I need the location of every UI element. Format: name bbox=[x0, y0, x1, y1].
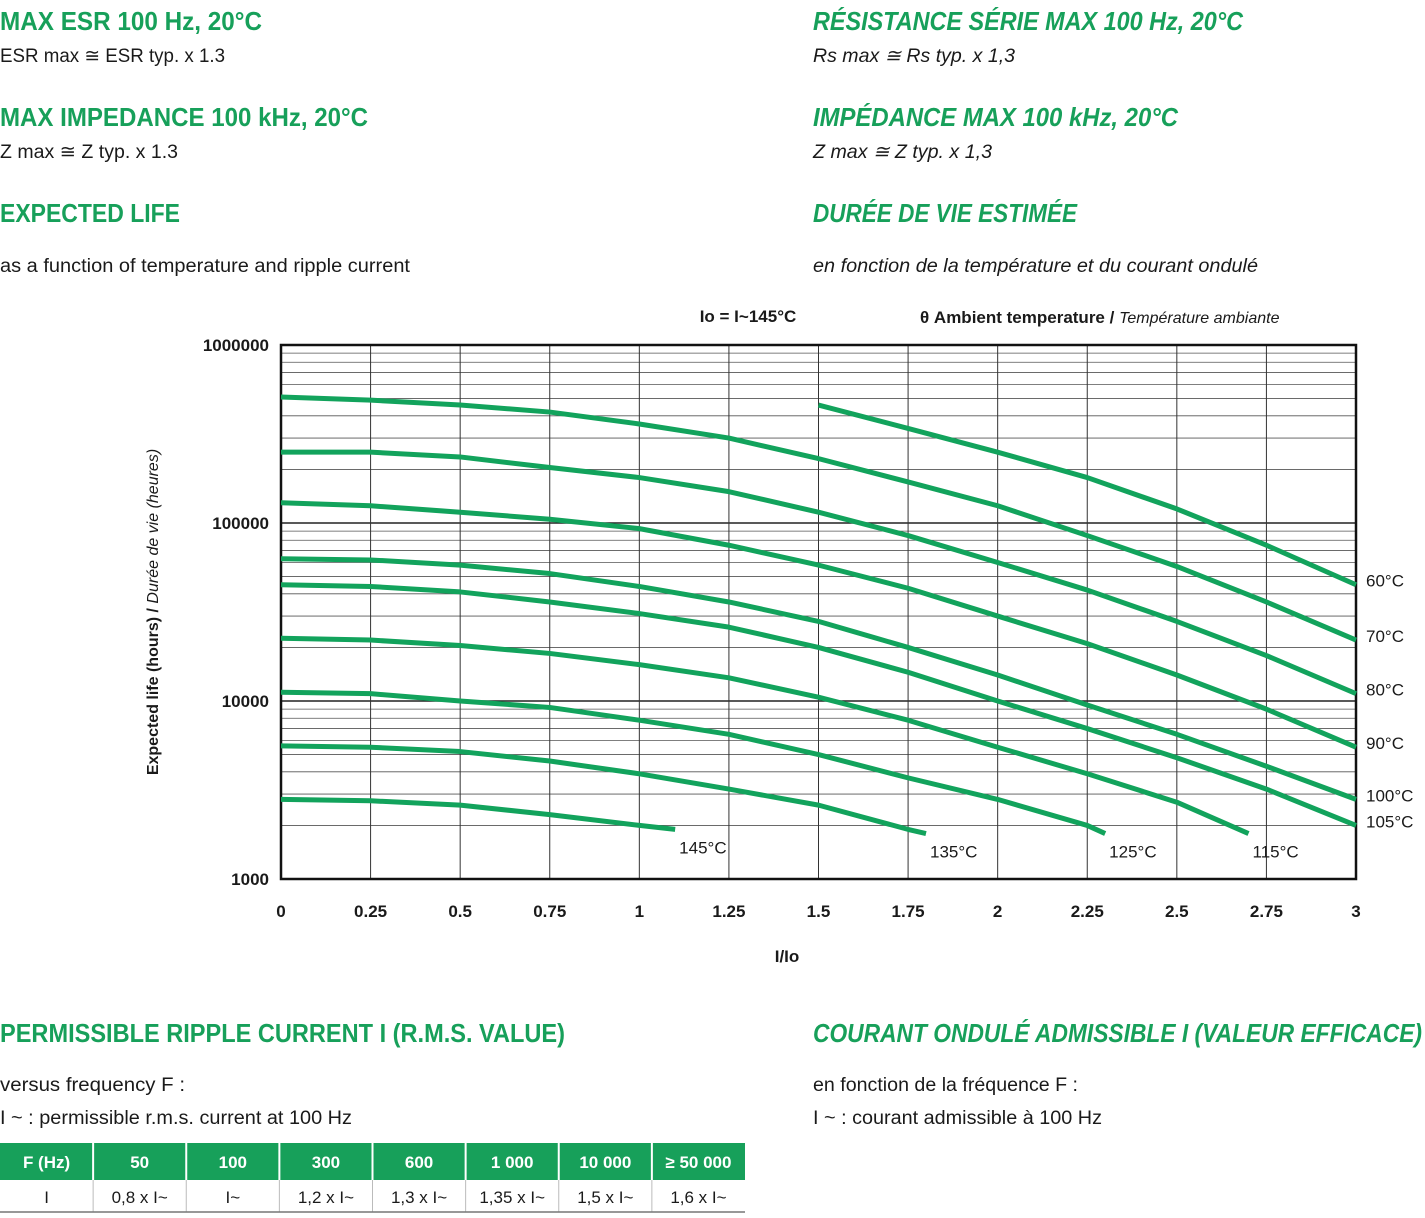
x-tick-label: 2.75 bbox=[1250, 902, 1283, 921]
series-label: 90°C bbox=[1366, 734, 1404, 753]
legend-title-fr: Température ambiante bbox=[1119, 310, 1279, 327]
series-label: 70°C bbox=[1366, 627, 1404, 646]
x-axis-label: I/Io bbox=[775, 947, 800, 966]
table-header-cell: 300 bbox=[312, 1153, 340, 1172]
legend-title-en: θ Ambient temperature / bbox=[920, 308, 1115, 327]
curve bbox=[280, 556, 1357, 802]
x-tick-label: 2 bbox=[993, 902, 1002, 921]
table-header-cell: 1 000 bbox=[491, 1153, 534, 1172]
table-cell: I bbox=[44, 1188, 49, 1207]
table-header-cell: 600 bbox=[405, 1153, 433, 1172]
text: I ~ : courant admissible à 100 Hz bbox=[813, 1108, 1102, 1129]
table-cell: 1,3 x I~ bbox=[391, 1188, 447, 1207]
text: I ~ : permissible r.m.s. current at 100 … bbox=[0, 1108, 352, 1129]
y-tick-label: 10000 bbox=[222, 692, 269, 711]
series-label: 60°C bbox=[1366, 572, 1404, 591]
curve bbox=[280, 796, 676, 832]
legend-title: θ Ambient temperature / Température ambi… bbox=[920, 308, 1280, 327]
text: as a function of temperature and ripple … bbox=[0, 256, 411, 277]
series-label: 115°C bbox=[1253, 843, 1299, 862]
y-label-fr: Durée de vie (heures) bbox=[145, 449, 162, 604]
text: Z max ≅ Z typ. x 1,3 bbox=[812, 142, 992, 163]
heading: MAX IMPEDANCE 100 kHz, 20°C bbox=[0, 102, 368, 132]
x-tick-label: 2.5 bbox=[1165, 902, 1189, 921]
table-header-cell: 10 000 bbox=[579, 1153, 631, 1172]
table-cell: 0,8 x I~ bbox=[112, 1188, 168, 1207]
x-tick-label: 1 bbox=[635, 902, 644, 921]
curve bbox=[280, 394, 1357, 643]
text: versus frequency F : bbox=[0, 1075, 185, 1096]
heading: EXPECTED LIFE bbox=[0, 198, 180, 228]
x-tick-label: 1.75 bbox=[892, 902, 925, 921]
x-tick-label: 0.5 bbox=[448, 902, 472, 921]
series-label: 100°C bbox=[1366, 786, 1413, 805]
table-cell: 1,5 x I~ bbox=[577, 1188, 633, 1207]
annotation: Io = I~145°C bbox=[700, 307, 797, 326]
text: ESR max ≅ ESR typ. x 1.3 bbox=[0, 46, 225, 67]
y-tick-label: 1000 bbox=[231, 870, 269, 889]
heading: RÉSISTANCE SÉRIE MAX 100 Hz, 20°C bbox=[813, 6, 1244, 36]
heading: DURÉE DE VIE ESTIMÉE bbox=[813, 198, 1078, 228]
series-label: 135°C bbox=[930, 843, 977, 862]
x-tick-label: 0.75 bbox=[533, 902, 566, 921]
curve bbox=[817, 402, 1358, 588]
x-tick-label: 2.25 bbox=[1071, 902, 1104, 921]
series-label: 105°C bbox=[1366, 812, 1413, 831]
y-axis-label: Expected life (hours) / Durée de vie (he… bbox=[145, 449, 162, 775]
heading: PERMISSIBLE RIPPLE CURRENT I (R.M.S. VAL… bbox=[0, 1018, 565, 1048]
table-cell: I~ bbox=[225, 1188, 240, 1207]
table-header-cell: F (Hz) bbox=[23, 1153, 70, 1172]
y-label-en: Expected life (hours) / bbox=[145, 607, 162, 775]
heading: MAX ESR 100 Hz, 20°C bbox=[0, 6, 262, 36]
table-cell: 1,6 x I~ bbox=[670, 1188, 726, 1207]
heading: COURANT ONDULÉ ADMISSIBLE I (VALEUR EFFI… bbox=[813, 1018, 1422, 1048]
series-label: 145°C bbox=[679, 838, 726, 857]
x-tick-label: 0.25 bbox=[354, 902, 387, 921]
series-label: 125°C bbox=[1109, 843, 1156, 862]
text: Z max ≅ Z typ. x 1.3 bbox=[0, 142, 178, 163]
text: en fonction de la température et du cour… bbox=[813, 256, 1258, 277]
table-cell: 1,35 x I~ bbox=[479, 1188, 545, 1207]
curve bbox=[280, 689, 1107, 836]
curve bbox=[280, 635, 1250, 836]
table-cell: 1,2 x I~ bbox=[298, 1188, 354, 1207]
curve bbox=[280, 582, 1357, 828]
x-tick-label: 1.5 bbox=[807, 902, 831, 921]
table-header-cell: 100 bbox=[219, 1153, 247, 1172]
x-tick-label: 1.25 bbox=[712, 902, 745, 921]
series-label: 80°C bbox=[1366, 681, 1404, 700]
y-tick-label: 1000000 bbox=[203, 336, 269, 355]
heading: IMPÉDANCE MAX 100 kHz, 20°C bbox=[813, 102, 1179, 132]
plot-frame bbox=[279, 343, 1358, 881]
curve bbox=[280, 500, 1357, 750]
curve bbox=[280, 743, 927, 836]
text: en fonction de la fréquence F : bbox=[813, 1075, 1078, 1096]
table-header-cell: 50 bbox=[130, 1153, 149, 1172]
x-tick-label: 0 bbox=[276, 902, 285, 921]
curve bbox=[281, 449, 1357, 696]
text: Rs max ≅ Rs typ. x 1,3 bbox=[813, 46, 1015, 67]
y-tick-label: 100000 bbox=[212, 514, 269, 533]
x-tick-label: 3 bbox=[1351, 902, 1360, 921]
table-header-cell: ≥ 50 000 bbox=[665, 1153, 731, 1172]
